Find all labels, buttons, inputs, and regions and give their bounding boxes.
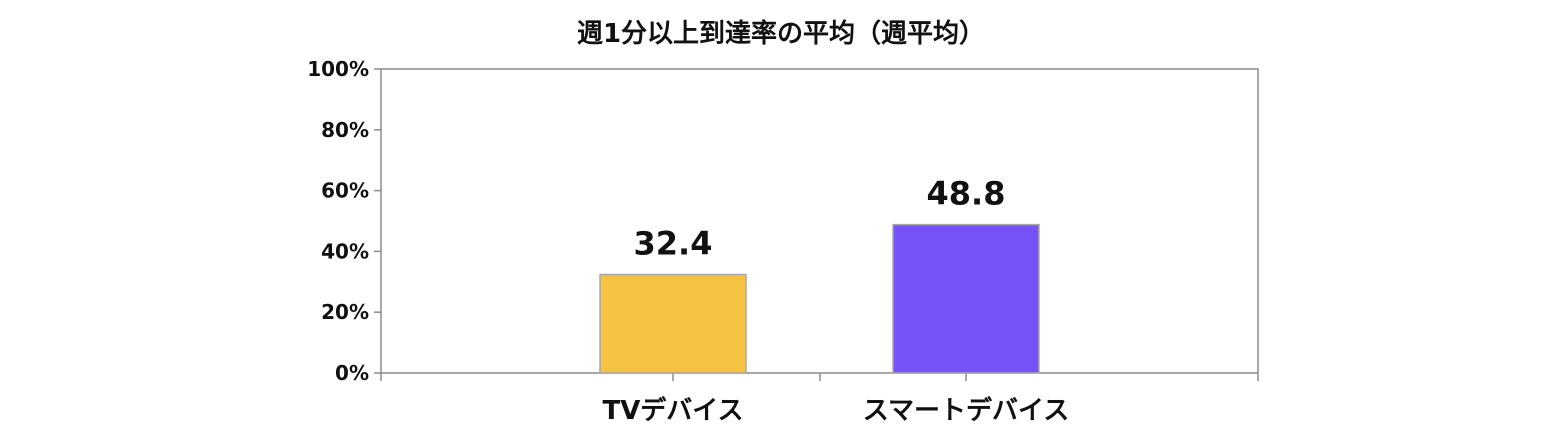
y-tick-label: 80% [321,118,369,142]
bar [892,223,1040,374]
chart-title: 週1分以上到達率の平均（週平均） [577,18,985,49]
y-tick-label: 40% [321,239,369,263]
y-tick-label: 0% [335,361,369,385]
bar [599,273,747,374]
y-tick-label: 100% [307,57,369,81]
plot-frame [380,68,1259,374]
y-tick-label: 20% [321,300,369,324]
y-tick-label: 60% [321,179,369,203]
x-tick-label: スマートデバイス [863,395,1069,426]
x-tick-label: TVデバイス [602,395,743,426]
data-label: 32.4 [634,225,713,263]
plot-area: 0% 20% 40% 60% 80% 100% 32.4 TVデバイス 48.8 スマートデバイス [307,57,1259,426]
data-label: 48.8 [927,175,1006,213]
